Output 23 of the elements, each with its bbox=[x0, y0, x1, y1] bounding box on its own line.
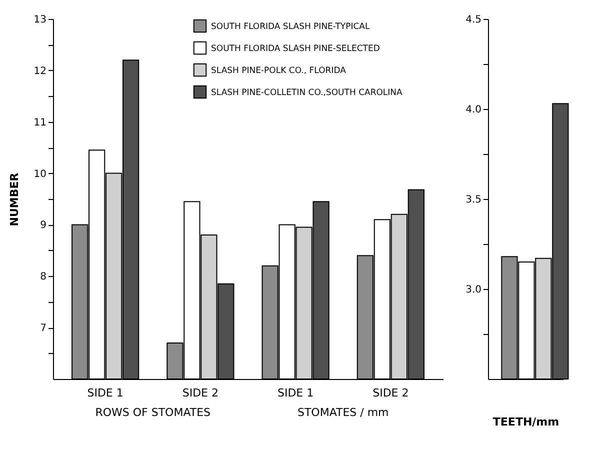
y-tick-label: 13 bbox=[34, 14, 46, 26]
legend-label: SOUTH FLORIDA SLASH PINE-TYPICAL bbox=[211, 22, 370, 32]
y-tick-label: 9 bbox=[40, 220, 46, 232]
x-tick-label: SIDE 1 bbox=[87, 386, 124, 400]
legend-label: SLASH PINE-COLLETIN CO.,SOUTH CAROLINA bbox=[211, 88, 403, 98]
y-axis-title: NUMBER bbox=[8, 172, 21, 226]
y-tick-label: 12 bbox=[34, 66, 46, 77]
y-tick-label: 8 bbox=[40, 272, 46, 283]
x-tick-label: SIDE 2 bbox=[372, 386, 409, 400]
y-tick-label: 11 bbox=[34, 117, 46, 128]
x-tick-label: SIDE 1 bbox=[277, 386, 314, 400]
legend-label: SOUTH FLORIDA SLASH PINE-SELECTED bbox=[211, 44, 380, 54]
y-tick-label: 4.0 bbox=[466, 104, 482, 116]
y-tick-label: 4.5 bbox=[466, 14, 482, 26]
x-axis-title: TEETH/mm bbox=[492, 416, 560, 428]
legend-label: SLASH PINE-POLK CO., FLORIDA bbox=[211, 66, 346, 76]
y-tick-label: 3.5 bbox=[466, 194, 482, 206]
y-tick-label: 3.0 bbox=[466, 284, 482, 296]
y-tick-label: 7 bbox=[40, 323, 46, 334]
x-tick-label: SIDE 2 bbox=[182, 386, 219, 400]
text: ROWS OF STOMATES bbox=[95, 406, 211, 419]
text: STOMATES / mm bbox=[297, 406, 389, 419]
y-tick-label: 10 bbox=[34, 168, 46, 180]
